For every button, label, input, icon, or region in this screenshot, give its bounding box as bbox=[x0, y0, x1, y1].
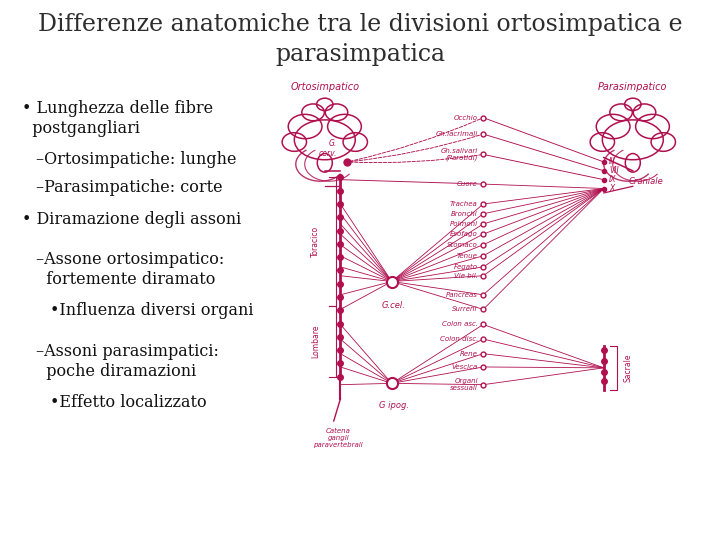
Text: –Parasimpatiche: corte: –Parasimpatiche: corte bbox=[36, 179, 222, 196]
Text: Tenue: Tenue bbox=[457, 253, 478, 259]
Text: Stomaco: Stomaco bbox=[447, 242, 478, 248]
Text: Colon asc.: Colon asc. bbox=[442, 321, 478, 327]
Text: • Lunghezza delle fibre
  postgangliari: • Lunghezza delle fibre postgangliari bbox=[22, 100, 212, 137]
Text: Gh.salivari
(Parotidi): Gh.salivari (Parotidi) bbox=[441, 147, 478, 161]
Text: Colon disc.: Colon disc. bbox=[439, 336, 478, 342]
Text: Trachea: Trachea bbox=[450, 201, 478, 207]
Text: IX: IX bbox=[609, 175, 616, 184]
Text: Occhio: Occhio bbox=[454, 114, 478, 120]
Text: •Effetto localizzato: •Effetto localizzato bbox=[50, 394, 207, 411]
Text: Esofago: Esofago bbox=[450, 231, 478, 237]
Text: G.cel.: G.cel. bbox=[382, 301, 406, 310]
Text: –Assoni parasimpatici:
  poche diramazioni: –Assoni parasimpatici: poche diramazioni bbox=[36, 343, 219, 380]
Text: G.
cerv.: G. cerv. bbox=[319, 139, 337, 158]
Text: G ipog.: G ipog. bbox=[379, 401, 409, 410]
Text: Vescica: Vescica bbox=[451, 364, 478, 370]
Text: Pancreas: Pancreas bbox=[446, 292, 478, 298]
Text: • Diramazione degli assoni: • Diramazione degli assoni bbox=[22, 211, 241, 227]
Text: Bronchi: Bronchi bbox=[451, 211, 478, 217]
Text: Catena
gangli
paravertebrali: Catena gangli paravertebrali bbox=[313, 428, 363, 448]
Text: Ortosimpatico: Ortosimpatico bbox=[290, 82, 359, 92]
Text: Lombare: Lombare bbox=[311, 325, 320, 358]
Text: Differenze anatomiche tra le divisioni ortosimpatica e: Differenze anatomiche tra le divisioni o… bbox=[37, 14, 683, 37]
Text: Sacrale: Sacrale bbox=[624, 354, 633, 382]
Text: VII: VII bbox=[609, 166, 619, 176]
Text: Craniale: Craniale bbox=[629, 177, 663, 186]
Text: Rene: Rene bbox=[460, 350, 478, 357]
Text: Toracico: Toracico bbox=[311, 226, 320, 257]
Text: Fegato: Fegato bbox=[454, 264, 478, 270]
Text: Surreni: Surreni bbox=[452, 306, 478, 313]
Text: –Ortosimpatiche: lunghe: –Ortosimpatiche: lunghe bbox=[36, 151, 236, 168]
Text: –Assone ortosimpatico:
  fortemente diramato: –Assone ortosimpatico: fortemente dirama… bbox=[36, 251, 224, 288]
Text: Gh.lacrimali: Gh.lacrimali bbox=[436, 131, 478, 137]
Text: Cuore: Cuore bbox=[457, 181, 478, 187]
Text: Polmoni: Polmoni bbox=[450, 221, 478, 227]
Text: X: X bbox=[609, 184, 614, 193]
Text: parasimpatica: parasimpatica bbox=[275, 43, 445, 66]
Text: •Influenza diversi organi: •Influenza diversi organi bbox=[50, 302, 254, 319]
Text: III: III bbox=[609, 158, 616, 166]
Text: Vie bil.: Vie bil. bbox=[454, 273, 478, 279]
Text: Parasimpatico: Parasimpatico bbox=[598, 82, 667, 92]
Text: Organi
sessuali: Organi sessuali bbox=[450, 378, 478, 391]
